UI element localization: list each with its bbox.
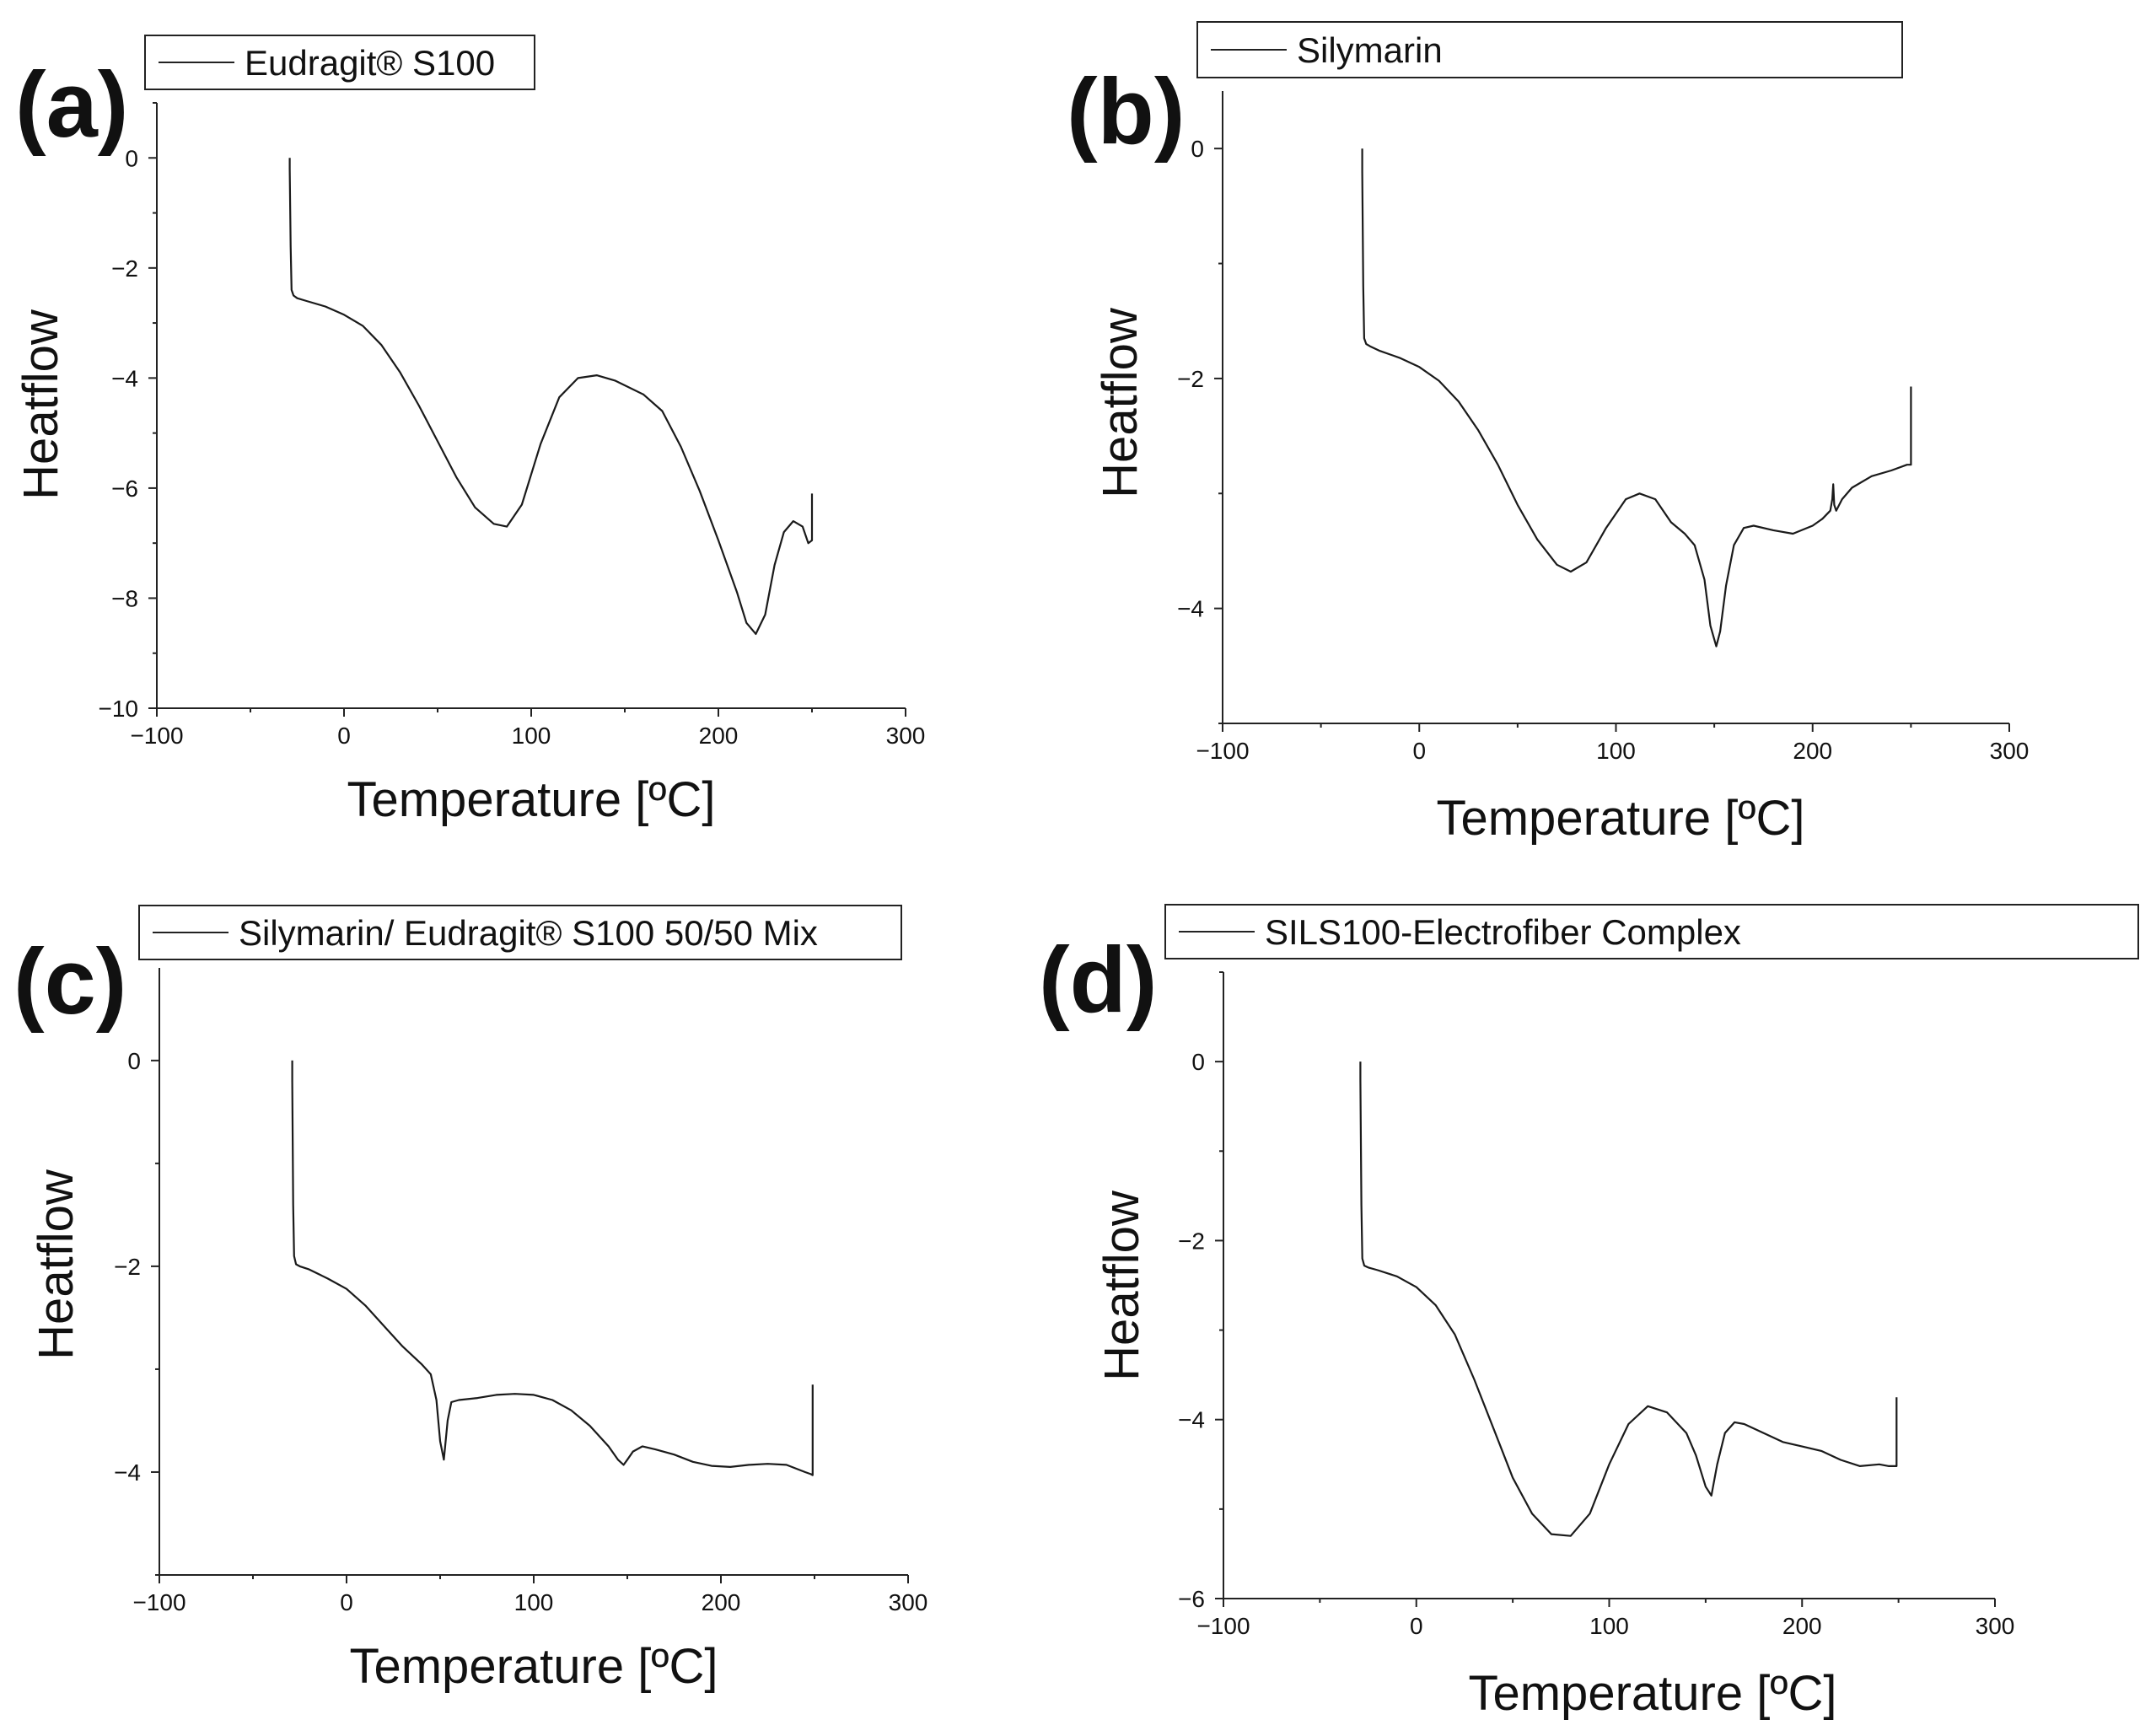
x-axis-title: Temperature [ºC] bbox=[1468, 1666, 1836, 1721]
chart-panel-b: (b) Silymarin −100 0 100 200 300 0 −2 −4 Temperatu… bbox=[1067, 21, 2030, 846]
x-tick-label: 100 bbox=[514, 1589, 554, 1615]
y-tick-label: −4 bbox=[1178, 1407, 1205, 1433]
y-tick-label: −4 bbox=[1177, 596, 1204, 622]
legend-label: Silymarin bbox=[1297, 30, 1443, 70]
legend-label: Silymarin/ Eudragit® S100 50/50 Mix bbox=[239, 913, 818, 953]
y-tick-label: −8 bbox=[111, 585, 138, 611]
y-tick-label: −2 bbox=[114, 1254, 141, 1280]
y-axis-title: Heatflow bbox=[13, 309, 68, 500]
x-tick-label: 200 bbox=[1793, 738, 1832, 764]
x-tick-label: 200 bbox=[699, 723, 739, 749]
y-axis-title: Heatflow bbox=[29, 1169, 83, 1360]
x-tick-label: 300 bbox=[889, 1589, 928, 1615]
legend-label: Eudragit® S100 bbox=[245, 43, 495, 83]
y-tick-label: −4 bbox=[111, 365, 138, 391]
y-tick-label: −2 bbox=[111, 255, 138, 282]
x-tick-label: 300 bbox=[1976, 1613, 2015, 1639]
legend-label: SILS100-Electrofiber Complex bbox=[1265, 912, 1741, 952]
y-tick-label: −6 bbox=[1178, 1586, 1205, 1612]
panel-label: (a) bbox=[15, 53, 128, 157]
y-axis-title: Heatflow bbox=[1094, 1190, 1149, 1381]
x-tick-label: 300 bbox=[886, 723, 926, 749]
x-tick-label: 200 bbox=[1782, 1613, 1822, 1639]
x-tick-label: 0 bbox=[1410, 1613, 1423, 1639]
y-axis-title: Heatflow bbox=[1093, 307, 1148, 498]
y-tick-label: 0 bbox=[127, 1048, 141, 1074]
x-tick-label: −100 bbox=[1196, 738, 1249, 764]
chart-panel-a: (a) Eudragit® S100 −100 0 100 200 300 0 −2 −4 −6 −8… bbox=[13, 35, 925, 827]
x-tick-label: 200 bbox=[702, 1589, 741, 1615]
x-tick-label: 100 bbox=[1596, 738, 1636, 764]
series-line bbox=[1361, 148, 1912, 648]
chart-panel-c: (c) Silymarin/ Eudragit® S100 50/50 Mix −1… bbox=[13, 905, 928, 1694]
y-tick-label: −2 bbox=[1177, 366, 1204, 392]
x-tick-label: 0 bbox=[1412, 738, 1426, 764]
panel-label: (d) bbox=[1039, 928, 1157, 1032]
x-tick-label: −100 bbox=[132, 1589, 185, 1615]
series-line bbox=[288, 158, 814, 636]
panel-label: (c) bbox=[13, 930, 126, 1034]
series-line bbox=[291, 1060, 814, 1476]
x-tick-label: 100 bbox=[512, 723, 551, 749]
panel-label: (b) bbox=[1067, 60, 1185, 164]
y-tick-label: 0 bbox=[1191, 136, 1204, 162]
y-tick-label: 0 bbox=[125, 145, 138, 171]
chart-panel-d: (d) SILS100-Electrofiber Complex −100 0 100 2… bbox=[1039, 904, 2139, 1721]
y-tick-label: −6 bbox=[111, 476, 138, 502]
y-tick-label: −2 bbox=[1178, 1228, 1205, 1254]
x-tick-label: 300 bbox=[1990, 738, 2030, 764]
legend-box bbox=[138, 905, 902, 960]
x-tick-label: 0 bbox=[340, 1589, 353, 1615]
legend-box bbox=[1196, 21, 1903, 78]
y-tick-label: −10 bbox=[99, 696, 139, 722]
legend-box bbox=[1164, 904, 2139, 959]
y-tick-label: −4 bbox=[114, 1459, 141, 1486]
y-tick-label: 0 bbox=[1191, 1049, 1205, 1075]
x-axis-title: Temperature [ºC] bbox=[349, 1639, 718, 1694]
x-axis-title: Temperature [ºC] bbox=[1436, 791, 1804, 846]
series-line bbox=[1359, 1061, 1898, 1537]
x-tick-label: 100 bbox=[1589, 1613, 1629, 1639]
x-tick-label: −100 bbox=[1196, 1613, 1250, 1639]
x-tick-label: −100 bbox=[130, 723, 183, 749]
x-tick-label: 0 bbox=[337, 723, 351, 749]
x-axis-title: Temperature [ºC] bbox=[347, 772, 715, 827]
